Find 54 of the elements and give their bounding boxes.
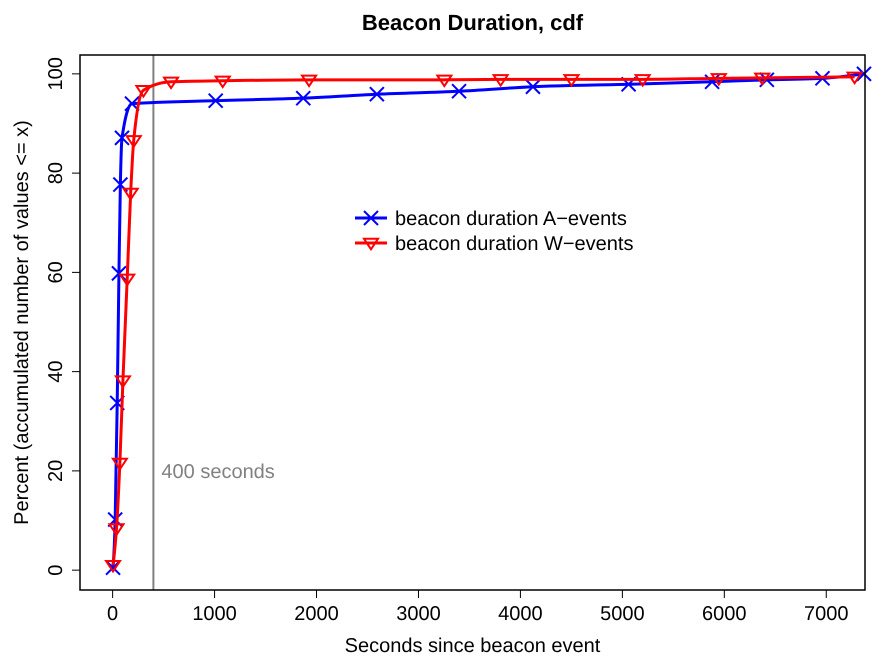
x-tick-label: 7000 (804, 603, 849, 625)
point (163, 76, 180, 90)
point (208, 92, 224, 109)
point (126, 135, 142, 148)
x-tick-label: 6000 (702, 603, 747, 625)
ref-line-label: 400 seconds (161, 460, 275, 483)
point (135, 85, 152, 98)
point (524, 78, 541, 95)
point (108, 523, 124, 536)
point (563, 74, 580, 87)
y-tick-label: 80 (45, 162, 67, 184)
point (634, 74, 651, 87)
y-tick-label: 20 (45, 460, 67, 482)
y-tick-label: 60 (45, 261, 67, 284)
point (114, 375, 131, 388)
point (112, 176, 128, 193)
point (214, 76, 231, 88)
x-tick-label: 0 (107, 603, 118, 625)
point (114, 130, 130, 146)
point (119, 274, 136, 286)
point (492, 74, 509, 87)
legend-label: beacon duration W−events (395, 233, 634, 255)
point (846, 72, 863, 84)
point (295, 90, 312, 106)
point (368, 86, 385, 102)
point (754, 72, 770, 86)
legend-label: beacon duration A−events (395, 208, 627, 230)
point (436, 74, 452, 88)
point (301, 74, 318, 88)
x-tick-label: 4000 (498, 603, 543, 625)
chart-title: Beacon Duration, cdf (362, 10, 584, 35)
point (704, 74, 720, 90)
point (814, 70, 830, 86)
x-tick-label: 2000 (294, 603, 339, 625)
point (451, 83, 468, 100)
x-tick-label: 3000 (396, 603, 441, 625)
x-tick-label: 5000 (600, 603, 645, 625)
y-tick-label: 40 (45, 360, 67, 383)
x-axis-title: Seconds since beacon event (344, 635, 601, 657)
point (710, 73, 727, 86)
point (124, 96, 140, 112)
y-tick-label: 100 (45, 57, 67, 91)
point (112, 458, 128, 470)
x-tick-label: 1000 (192, 603, 237, 625)
point (122, 188, 139, 200)
point (107, 512, 124, 528)
point (856, 66, 872, 82)
point (620, 76, 637, 92)
point (758, 72, 775, 88)
point (110, 265, 127, 282)
point (109, 394, 126, 411)
point (105, 560, 122, 572)
y-axis-title: Percent (accumulated number of values <= x) (11, 120, 33, 525)
y-tick-label: 0 (45, 564, 67, 576)
